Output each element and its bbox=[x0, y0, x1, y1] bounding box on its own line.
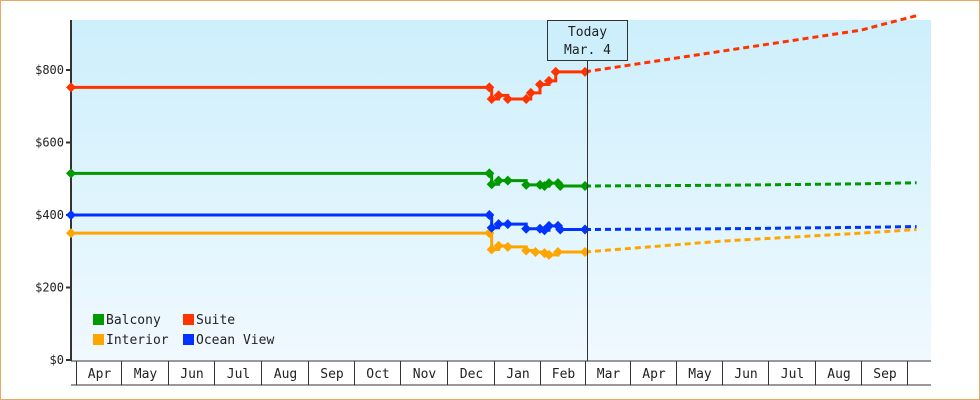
data-point[interactable] bbox=[521, 245, 532, 256]
data-point[interactable] bbox=[493, 90, 504, 101]
data-point[interactable] bbox=[493, 240, 504, 251]
data-point[interactable] bbox=[66, 82, 76, 93]
data-point[interactable] bbox=[66, 168, 76, 179]
data-point[interactable] bbox=[535, 79, 545, 90]
legend-item-suite[interactable]: Suite bbox=[183, 313, 235, 328]
data-point[interactable] bbox=[484, 210, 495, 220]
legend-item-ocean-view[interactable]: Ocean View bbox=[183, 333, 274, 348]
today-marker: Today Mar. 4 bbox=[547, 20, 628, 361]
month-label: Jun bbox=[734, 367, 757, 382]
legend-swatch bbox=[183, 314, 194, 325]
y-tick-label: $200 bbox=[35, 281, 64, 295]
data-point[interactable] bbox=[555, 181, 566, 191]
y-tick-label: $800 bbox=[35, 63, 64, 77]
data-point[interactable] bbox=[553, 246, 563, 257]
month-label: Aug bbox=[827, 367, 850, 382]
month-label: Sep bbox=[873, 367, 897, 382]
legend-label: Ocean View bbox=[196, 333, 274, 348]
data-point[interactable] bbox=[493, 175, 504, 186]
today-label: Today bbox=[568, 25, 607, 40]
month-label: Jul bbox=[227, 367, 250, 382]
data-point[interactable] bbox=[530, 246, 541, 257]
data-point[interactable] bbox=[544, 249, 554, 260]
today-date: Mar. 4 bbox=[564, 43, 611, 58]
data-point[interactable] bbox=[544, 220, 554, 231]
month-label: Feb bbox=[552, 367, 576, 382]
data-point[interactable] bbox=[550, 66, 561, 77]
y-tick-label: $400 bbox=[35, 208, 64, 222]
data-point[interactable] bbox=[486, 222, 497, 233]
month-label: Dec bbox=[460, 367, 483, 382]
data-point[interactable] bbox=[66, 210, 76, 220]
month-label: Oct bbox=[366, 367, 389, 382]
month-label: Sep bbox=[320, 367, 344, 382]
data-point[interactable] bbox=[486, 179, 497, 190]
y-axis: $0 $200 $400 $600 $800 bbox=[35, 20, 72, 367]
data-point[interactable] bbox=[502, 241, 513, 252]
month-label: May bbox=[134, 367, 158, 382]
series-ocean-view bbox=[66, 210, 917, 236]
series-balcony bbox=[66, 168, 917, 191]
data-point[interactable] bbox=[486, 94, 497, 104]
data-point[interactable] bbox=[502, 94, 513, 104]
data-point[interactable] bbox=[544, 178, 554, 189]
plot-area bbox=[71, 20, 931, 360]
legend-swatch bbox=[93, 314, 104, 325]
legend-item-interior[interactable]: Interior bbox=[93, 333, 169, 348]
data-point[interactable] bbox=[555, 224, 566, 235]
data-point[interactable] bbox=[502, 219, 513, 230]
data-point[interactable] bbox=[484, 168, 495, 179]
legend-swatch bbox=[183, 334, 194, 345]
x-axis: Apr May Jun Jul Aug Sep Oct Nov Dec Jan Feb Mar Apr M… bbox=[71, 360, 931, 386]
today-label-box bbox=[547, 20, 628, 61]
month-label: Apr bbox=[642, 367, 666, 382]
month-label: Jun bbox=[180, 367, 203, 382]
month-label: Nov bbox=[413, 367, 437, 382]
data-point[interactable] bbox=[525, 87, 536, 98]
data-point[interactable] bbox=[521, 94, 532, 104]
data-point[interactable] bbox=[521, 179, 532, 190]
month-label: Apr bbox=[88, 367, 112, 382]
data-point[interactable] bbox=[521, 223, 532, 234]
data-point[interactable] bbox=[493, 219, 504, 230]
series-lines bbox=[66, 14, 917, 260]
y-tick-label: $0 bbox=[50, 353, 64, 367]
month-label: May bbox=[688, 367, 712, 382]
y-tick-label: $600 bbox=[35, 136, 64, 150]
series-interior bbox=[66, 228, 917, 260]
month-label: Jul bbox=[781, 367, 804, 382]
month-label: Mar bbox=[597, 367, 621, 382]
data-point[interactable] bbox=[486, 244, 497, 255]
data-point[interactable] bbox=[544, 75, 554, 86]
data-point[interactable] bbox=[66, 228, 76, 239]
series-suite bbox=[66, 14, 917, 104]
legend-label: Balcony bbox=[106, 313, 161, 328]
data-point[interactable] bbox=[484, 82, 495, 93]
month-label: Aug bbox=[274, 367, 297, 382]
legend-item-balcony[interactable]: Balcony bbox=[93, 313, 161, 328]
legend-swatch bbox=[93, 334, 104, 345]
legend-label: Interior bbox=[106, 333, 169, 348]
month-label: Jan bbox=[506, 367, 529, 382]
data-point[interactable] bbox=[502, 175, 513, 186]
legend-label: Suite bbox=[196, 313, 235, 328]
legend: Balcony Suite Interior Ocean View bbox=[93, 313, 274, 348]
